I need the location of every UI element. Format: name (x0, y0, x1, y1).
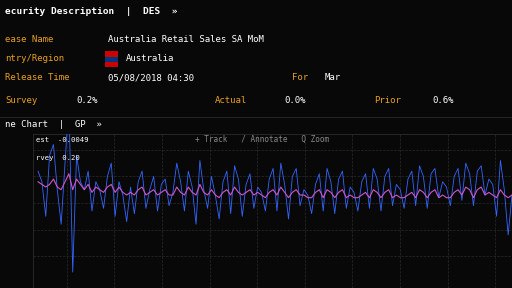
Text: Actual: Actual (215, 96, 247, 105)
Text: rvey  0.20: rvey 0.20 (36, 156, 79, 162)
Text: 05/08/2018 04:30: 05/08/2018 04:30 (108, 73, 194, 82)
Text: 0.2%: 0.2% (77, 96, 98, 105)
Text: ne Chart  |  GP  »: ne Chart | GP » (5, 120, 102, 129)
Text: Prior: Prior (374, 96, 400, 105)
Text: 0.6%: 0.6% (433, 96, 454, 105)
Text: est  -0.0049: est -0.0049 (36, 137, 88, 143)
Text: Release Time: Release Time (5, 73, 70, 82)
FancyBboxPatch shape (105, 51, 118, 67)
FancyBboxPatch shape (105, 62, 118, 67)
Text: ecurity Description  |  DES  »: ecurity Description | DES » (5, 7, 178, 16)
Text: Survey: Survey (5, 96, 37, 105)
Text: For: For (292, 73, 308, 82)
Text: ease Name: ease Name (5, 35, 53, 44)
Text: + Track   / Annotate   Q Zoom: + Track / Annotate Q Zoom (195, 135, 329, 144)
Text: Australia: Australia (125, 54, 174, 63)
Text: 0.0%: 0.0% (284, 96, 306, 105)
Text: Mar: Mar (325, 73, 341, 82)
FancyBboxPatch shape (105, 51, 118, 57)
Text: ntry/Region: ntry/Region (5, 54, 64, 63)
Text: Australia Retail Sales SA MoM: Australia Retail Sales SA MoM (108, 35, 263, 44)
